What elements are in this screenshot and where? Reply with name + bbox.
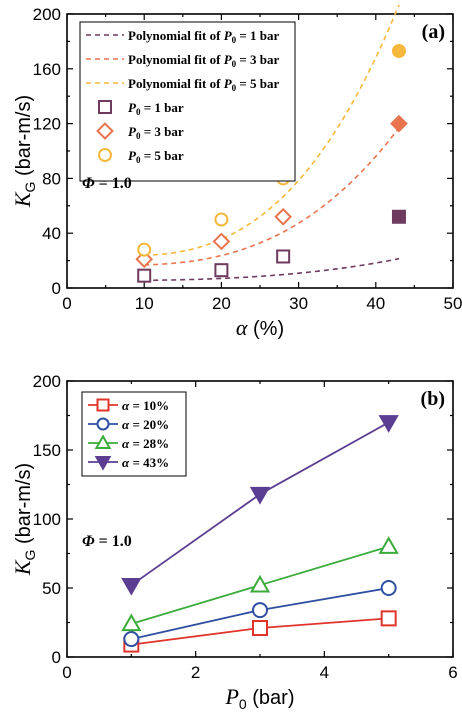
chart-a: 0 10 20 30 40 50 0 40 80 120 160 200 α (%) KG (bar-m/… xyxy=(10,4,462,340)
data-point-2 xyxy=(135,250,154,269)
data-point-2 xyxy=(274,207,293,226)
x-axis-label: P0 (bar) xyxy=(224,684,294,712)
x-tick-label: 20 xyxy=(212,294,231,313)
data-point-3 xyxy=(378,536,399,554)
legend-box xyxy=(79,21,296,182)
y-tick-label: 150 xyxy=(33,441,61,460)
data-point-3 xyxy=(137,242,152,257)
data-point-3 xyxy=(391,43,406,58)
legend-item: P0 = 3 bar xyxy=(96,122,184,141)
legend-swatch xyxy=(98,100,112,114)
legend-b: α = 10% α = 20% α = 28% α = 43% xyxy=(81,391,187,477)
data-point-4 xyxy=(249,486,271,505)
panel-label: (b) xyxy=(421,388,445,410)
legend-swatch xyxy=(96,417,110,431)
y-tick-label: 0 xyxy=(52,648,61,667)
data-point-2 xyxy=(380,580,397,596)
data-point-3 xyxy=(249,574,271,593)
data-point-1 xyxy=(391,209,406,224)
legend-swatch xyxy=(94,456,112,471)
y-axis-label: KG (bar-m/s) xyxy=(10,95,38,208)
data-point-2 xyxy=(123,631,140,648)
data-point-1 xyxy=(276,249,291,264)
x-tick-label: 6 xyxy=(448,663,457,682)
legend-label: Polynomial fit of P0 = 5 bar xyxy=(128,76,280,93)
legend-swatch xyxy=(98,148,112,162)
legend-a: Polynomial fit of P0 = 1 bar Polynomial f… xyxy=(79,21,296,182)
x-tick-label: 50 xyxy=(444,294,462,313)
data-point-3 xyxy=(214,212,229,227)
fit-curve-2 xyxy=(144,127,400,266)
legend-item: α = 20% xyxy=(88,417,169,432)
data-point-1 xyxy=(214,263,229,278)
legend-item: P0 = 5 bar xyxy=(98,148,184,165)
data-point-1 xyxy=(380,610,397,627)
y-tick-label: 100 xyxy=(33,510,61,529)
legend-item: Polynomial fit of P0 = 3 bar xyxy=(86,52,280,69)
y-tick-label: 40 xyxy=(42,224,61,243)
x-tick-label: 4 xyxy=(320,663,329,682)
x-tick-label: 2 xyxy=(191,663,200,682)
data-point-4 xyxy=(378,415,399,433)
legend-swatch xyxy=(96,122,114,140)
legend-label: α = 10% xyxy=(122,398,169,413)
x-tick-label: 0 xyxy=(62,663,71,682)
data-point-2 xyxy=(252,602,268,619)
legend-swatch xyxy=(96,398,110,412)
legend-item: α = 10% xyxy=(88,398,169,413)
legend-swatch xyxy=(94,434,112,449)
legend-item: Polynomial fit of P0 = 5 bar xyxy=(86,76,280,93)
legend-item: α = 43% xyxy=(88,455,169,471)
y-tick-label: 50 xyxy=(42,579,61,598)
legend-label: α = 20% xyxy=(122,417,169,432)
x-axis-label: α (%) xyxy=(236,315,284,340)
annotation-phi: Φ = 1.0 xyxy=(82,533,132,550)
fit-curve-1 xyxy=(144,257,400,282)
legend-label: P0 = 1 bar xyxy=(128,100,184,117)
data-point-1 xyxy=(252,620,268,637)
y-tick-label: 200 xyxy=(33,5,61,24)
data-point-3 xyxy=(121,613,142,632)
legend-label: Polynomial fit of P0 = 1 bar xyxy=(128,28,280,45)
fit-curve-3 xyxy=(144,4,400,257)
data-point-2 xyxy=(390,114,408,133)
y-tick-label: 120 xyxy=(33,115,61,134)
legend-item: P0 = 1 bar xyxy=(98,100,184,117)
data-point-2 xyxy=(212,232,231,251)
data-point-4 xyxy=(121,577,142,596)
legend-label: P0 = 3 bar xyxy=(128,124,184,141)
x-tick-label: 30 xyxy=(289,294,308,313)
legend-label: α = 43% xyxy=(122,455,169,470)
y-tick-label: 200 xyxy=(33,372,61,391)
x-tick-label: 0 xyxy=(62,294,71,313)
annotation-phi: Φ = 1.0 xyxy=(82,175,132,192)
legend-label: Polynomial fit of P0 = 3 bar xyxy=(128,52,280,69)
y-tick-label: 160 xyxy=(33,60,61,79)
legend-item: α = 28% xyxy=(88,434,169,451)
y-axis-label: KG (bar-m/s) xyxy=(10,463,38,576)
x-tick-label: 10 xyxy=(135,294,154,313)
legend-label: P0 = 5 bar xyxy=(128,148,184,165)
x-tick-label: 40 xyxy=(366,294,385,313)
y-tick-label: 0 xyxy=(52,279,61,298)
data-point-1 xyxy=(137,268,152,283)
chart-b: 0 2 4 6 0 50 100 150 200 P0 (bar) KG (bar-m/s) (b) α… xyxy=(10,372,458,712)
legend-label: α = 28% xyxy=(122,436,169,451)
panel-label: (a) xyxy=(422,21,445,43)
y-tick-label: 80 xyxy=(42,169,61,188)
legend-item: Polynomial fit of P0 = 1 bar xyxy=(86,28,280,45)
